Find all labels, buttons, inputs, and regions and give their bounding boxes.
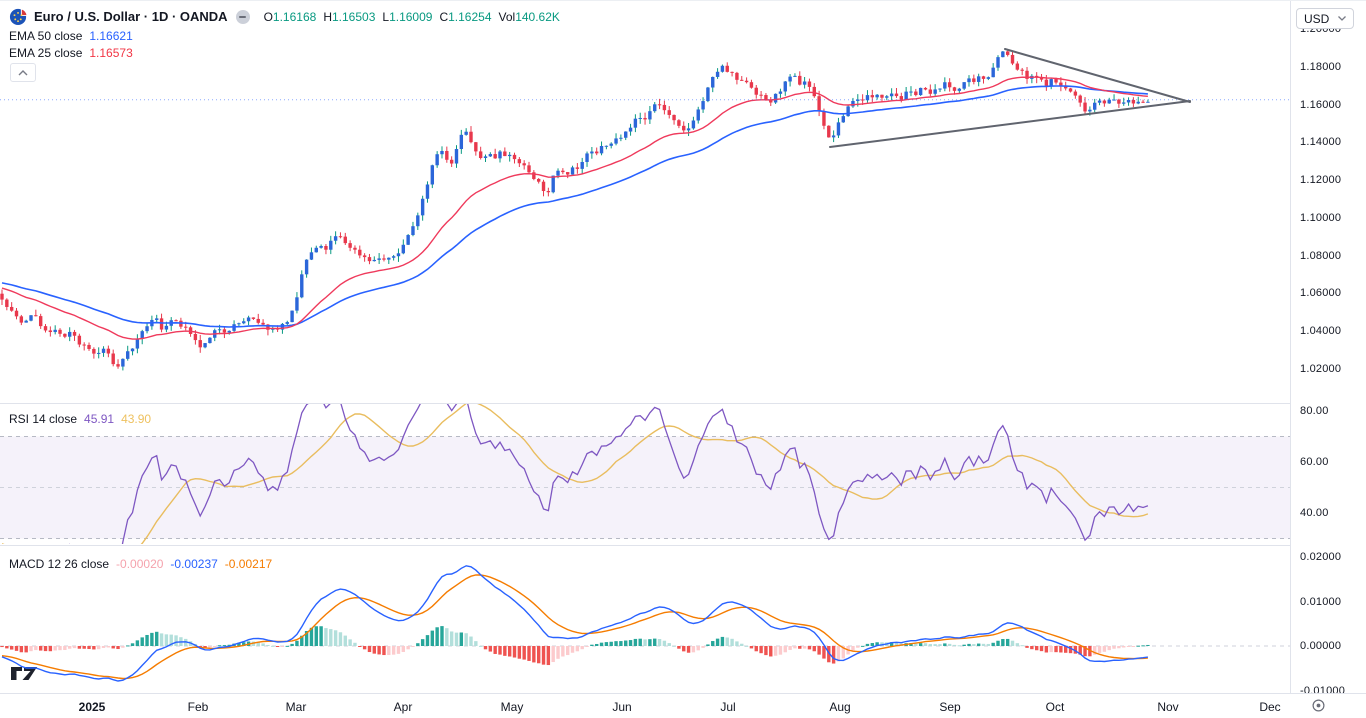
high-value: 1.16503 — [331, 9, 376, 24]
symbol-header[interactable]: Euro / U.S. Dollar · 1D · OANDA O1.16168… — [9, 7, 560, 26]
symbol-title[interactable]: Euro / U.S. Dollar · 1D · OANDA — [34, 9, 228, 24]
axis-tick-label: 1.10000 — [1300, 211, 1342, 224]
market-status-icon[interactable] — [235, 9, 250, 24]
ema50-label: EMA 50 close — [9, 29, 83, 43]
currency-selector-value: USD — [1304, 11, 1330, 26]
tradingview-logo-icon — [10, 664, 40, 681]
axis-tick-label: 1.18000 — [1300, 60, 1342, 73]
ema50-value: 1.16621 — [89, 29, 133, 43]
ohlc-values: O1.16168 H1.16503 L1.16009 C1.16254 Vol1… — [263, 9, 560, 24]
time-axis-label: May — [500, 700, 524, 714]
time-axis-label: Mar — [285, 700, 307, 714]
time-axis-label: 2025 — [78, 700, 106, 714]
pane-separator-rsi[interactable] — [0, 403, 1290, 404]
time-axis-label: Jul — [720, 700, 736, 714]
low-value: 1.16009 — [389, 9, 433, 24]
axis-tick-label: 0.01000 — [1300, 595, 1342, 608]
open-value: 1.16168 — [272, 9, 317, 24]
ema25-legend[interactable]: EMA 25 close 1.16573 — [9, 46, 133, 60]
currency-selector[interactable]: USD — [1296, 8, 1354, 29]
macd-hist-value: -0.00020 — [116, 557, 164, 571]
axis-tick-label: 1.12000 — [1300, 174, 1342, 187]
axis-settings-icon[interactable] — [1311, 698, 1326, 713]
volume-value: 140.62K — [515, 9, 560, 24]
time-axis[interactable]: 2025 Feb Mar Apr May Jun Jul Aug Sep Oct Nov Dec — [0, 693, 1366, 718]
macd-legend[interactable]: MACD 12 26 close -0.00020 -0.00237 -0.00… — [9, 557, 272, 571]
rsi-value: 45.91 — [84, 412, 115, 426]
chevron-up-icon — [18, 69, 28, 75]
time-axis-label: Jun — [612, 700, 632, 714]
time-axis-label: Oct — [1045, 700, 1065, 714]
rsi-label: RSI 14 close — [9, 412, 78, 426]
time-axis-label: Nov — [1157, 700, 1179, 714]
eurusd-pair-icon — [9, 8, 28, 26]
axis-tick-label: 1.16000 — [1300, 98, 1342, 111]
ema25-value: 1.16573 — [89, 46, 133, 60]
rsi-ma-value: 43.90 — [121, 412, 152, 426]
ema25-label: EMA 25 close — [9, 46, 83, 60]
macd-signal-value: -0.00217 — [224, 557, 273, 571]
macd-value: -0.00237 — [170, 557, 218, 571]
time-axis-label: Apr — [393, 700, 413, 714]
axis-tick-label: 1.04000 — [1300, 325, 1342, 338]
macd-label: MACD 12 26 close — [9, 557, 110, 571]
chevron-down-icon — [1338, 16, 1346, 21]
axis-tick-label: 0.02000 — [1300, 551, 1342, 563]
ema50-legend[interactable]: EMA 50 close 1.16621 — [9, 29, 133, 43]
time-axis-label: Aug — [829, 700, 851, 714]
axis-tick-label: 40.00 — [1300, 507, 1329, 519]
time-axis-label: Sep — [939, 700, 961, 714]
close-value: 1.16254 — [448, 9, 492, 24]
pane-separator-macd[interactable] — [0, 545, 1290, 546]
axis-tick-label: 1.14000 — [1300, 136, 1342, 149]
axis-tick-label: 1.08000 — [1300, 249, 1342, 262]
time-axis-label: Dec — [1259, 700, 1281, 714]
collapse-legend-button[interactable] — [10, 63, 36, 82]
axis-tick-label: 60.00 — [1300, 456, 1329, 468]
axis-tick-label: 80.00 — [1300, 405, 1329, 417]
time-axis-label: Feb — [187, 700, 209, 714]
rsi-legend[interactable]: RSI 14 close 45.91 43.90 — [9, 412, 151, 426]
axis-tick-label: 1.06000 — [1300, 287, 1342, 300]
axis-tick-label: 1.02000 — [1300, 363, 1342, 376]
price-axis[interactable]: 1.20000 1.18000 1.16000 1.14000 1.12000 1.100… — [1290, 1, 1366, 697]
axis-tick-label: 0.00000 — [1300, 640, 1342, 652]
